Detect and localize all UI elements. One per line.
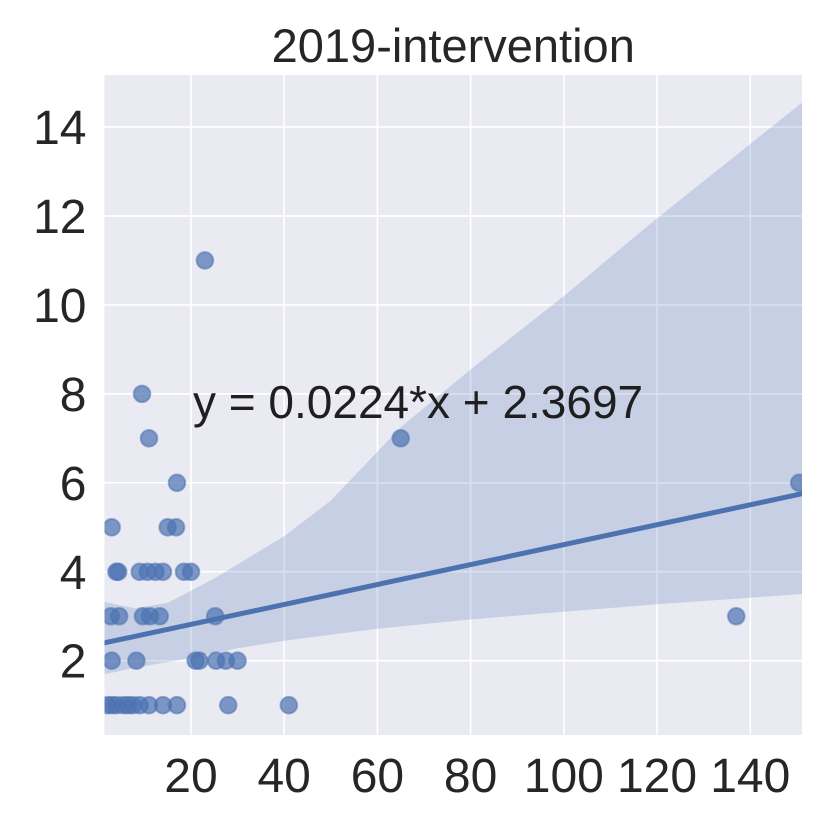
data-point	[228, 651, 247, 671]
data-point	[167, 473, 187, 493]
y-tick-label: 2	[60, 636, 87, 689]
x-tick-label: 80	[444, 750, 497, 803]
x-tick-labels: 20 40 60 80 100 120 140	[164, 750, 790, 803]
y-tick-label: 6	[60, 458, 87, 511]
data-point	[108, 562, 128, 582]
y-tick-label: 12	[33, 191, 86, 244]
y-tick-label: 10	[33, 280, 86, 333]
y-tick-label: 8	[60, 369, 87, 422]
data-point	[391, 429, 410, 448]
x-tick-label: 100	[524, 750, 604, 803]
x-tick-label: 40	[257, 750, 310, 803]
data-point	[205, 606, 225, 626]
equation-label: y = 0.0224*x + 2.3697	[193, 376, 643, 428]
data-point	[127, 651, 146, 671]
data-point	[132, 384, 152, 404]
scatter-points	[104, 251, 802, 715]
data-point	[104, 518, 122, 537]
data-point	[167, 695, 187, 715]
data-point	[150, 606, 170, 626]
x-tick-label: 60	[351, 750, 404, 803]
data-point	[109, 606, 129, 626]
data-point	[279, 695, 299, 715]
y-tick-labels: 2 4 6 8 10 12 14	[33, 102, 86, 689]
data-point	[181, 562, 201, 582]
data-point	[218, 695, 238, 715]
y-tick-label: 14	[33, 102, 86, 155]
data-point	[139, 429, 159, 448]
chart-title: 2019-intervention	[272, 19, 635, 72]
data-point	[726, 606, 746, 626]
data-point	[166, 518, 186, 537]
data-point	[789, 473, 802, 493]
x-tick-label: 120	[617, 750, 697, 803]
x-tick-label: 140	[710, 750, 790, 803]
y-tick-label: 4	[60, 547, 87, 600]
data-point	[153, 562, 173, 582]
plot-area	[104, 75, 802, 735]
x-tick-label: 20	[164, 750, 217, 803]
data-point	[104, 651, 122, 671]
data-point	[190, 651, 209, 671]
data-point	[195, 251, 215, 270]
